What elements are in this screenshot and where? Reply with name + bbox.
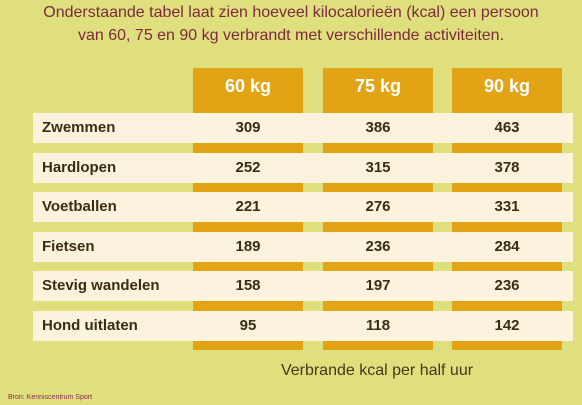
cell-value: 221 (235, 198, 261, 216)
cell-value: 189 (235, 237, 261, 255)
intro-line: Onderstaande tabel laat zien hoeveel kil… (43, 4, 539, 21)
cell-value: 315 (365, 158, 391, 176)
cell-value: 284 (494, 237, 520, 255)
column-header: 60 kg (224, 76, 272, 96)
caption: Verbrande kcal per half uur (280, 362, 474, 379)
cell-value: 236 (365, 237, 391, 255)
intro-line: van 60, 75 en 90 kg verbrandt met versch… (77, 27, 505, 44)
row-label: Zwemmen (42, 119, 116, 136)
cell-value: 331 (494, 198, 520, 216)
cell-value: 142 (494, 317, 520, 334)
source: Bron: Kenniscentrum Sport (8, 394, 93, 401)
row-band (33, 311, 573, 341)
cell-value: 197 (365, 277, 391, 295)
row-band (33, 192, 573, 223)
row-band (33, 271, 573, 302)
cell-value: 95 (239, 317, 257, 334)
cell-value: 463 (494, 119, 520, 136)
row-label: Hardlopen (42, 158, 117, 176)
row-label: Stevig wandelen (42, 277, 160, 295)
column-header: 90 kg (483, 76, 531, 96)
cell-value: 309 (235, 119, 261, 136)
row-label: Voetballen (42, 198, 117, 216)
row-label: Hond uitlaten (42, 317, 138, 334)
cell-value: 158 (235, 277, 261, 295)
row-band (33, 113, 573, 143)
row-band (33, 231, 573, 262)
row-label: Fietsen (42, 237, 95, 255)
cell-value: 236 (494, 277, 520, 295)
column-header: 75 kg (354, 76, 402, 96)
cell-value: 276 (365, 198, 391, 216)
cell-value: 252 (235, 158, 261, 176)
cell-value: 378 (494, 158, 520, 176)
row-band (33, 152, 573, 183)
cell-value: 386 (365, 119, 391, 136)
cell-value: 118 (365, 317, 391, 334)
